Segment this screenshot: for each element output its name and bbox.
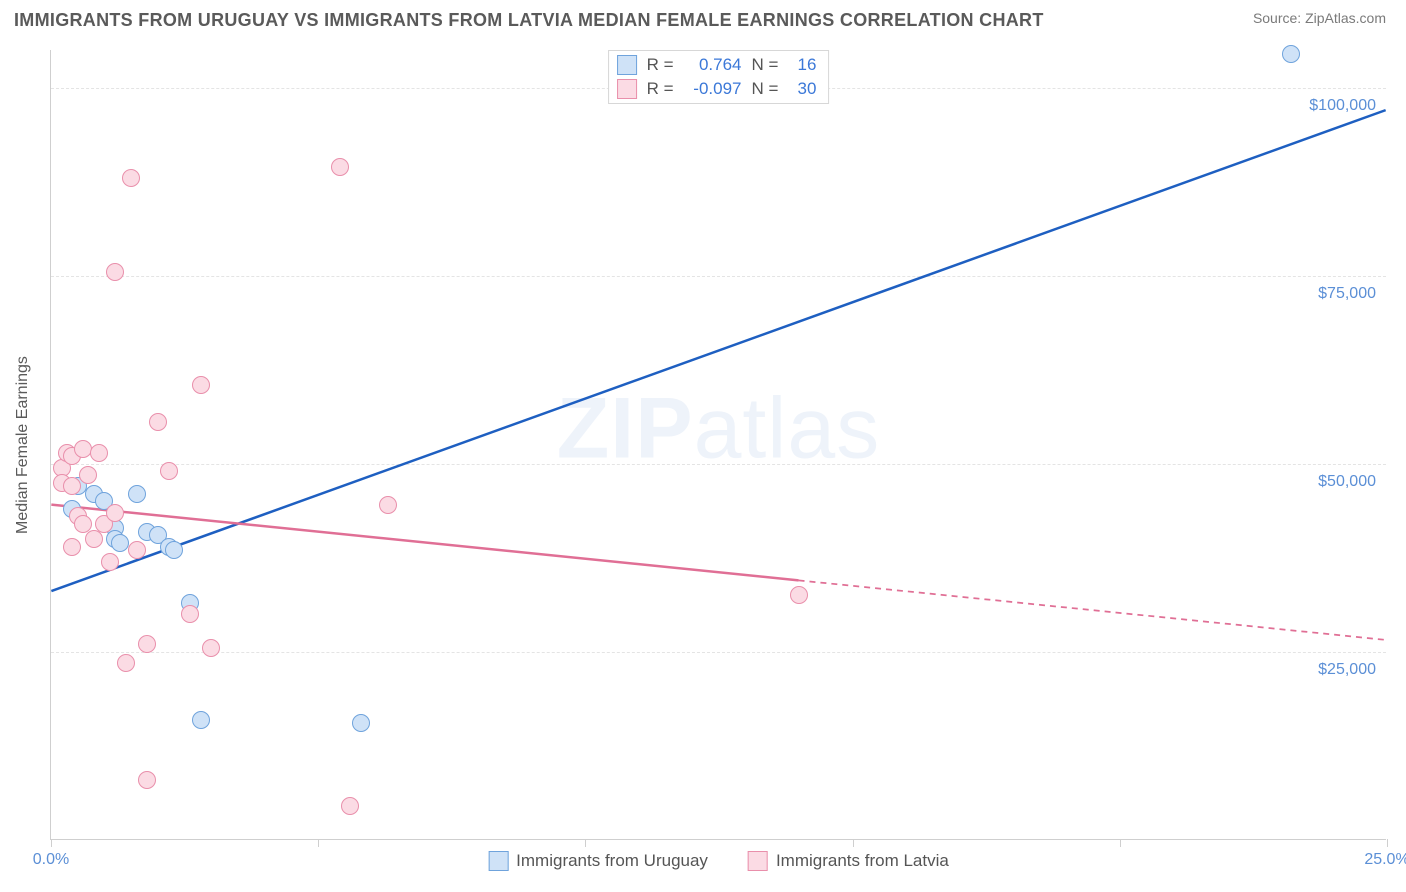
- data-point-latvia: [128, 541, 146, 559]
- data-point-latvia: [101, 553, 119, 571]
- r-value: 0.764: [684, 53, 742, 77]
- y-tick-label: $25,000: [1318, 661, 1376, 679]
- n-label: N =: [752, 77, 779, 101]
- data-point-latvia: [122, 169, 140, 187]
- data-point-latvia: [63, 538, 81, 556]
- x-tick-label: 0.0%: [33, 851, 69, 869]
- data-point-latvia: [63, 477, 81, 495]
- regression-line-extrapolated-latvia: [799, 580, 1386, 640]
- data-point-latvia: [106, 504, 124, 522]
- legend-label: Immigrants from Latvia: [776, 851, 949, 871]
- chart-title: IMMIGRANTS FROM URUGUAY VS IMMIGRANTS FR…: [14, 10, 1044, 31]
- data-point-latvia: [138, 771, 156, 789]
- data-point-uruguay: [165, 541, 183, 559]
- n-value: 16: [788, 53, 816, 77]
- data-point-latvia: [149, 413, 167, 431]
- n-label: N =: [752, 53, 779, 77]
- y-axis-label: Median Female Earnings: [14, 356, 32, 534]
- data-point-latvia: [379, 496, 397, 514]
- data-point-uruguay: [1282, 45, 1300, 63]
- data-point-latvia: [160, 462, 178, 480]
- x-tick: [1387, 839, 1388, 847]
- series-legend: Immigrants from Uruguay Immigrants from …: [488, 851, 949, 871]
- legend-row-uruguay: R = 0.764 N = 16: [617, 53, 817, 77]
- x-tick: [853, 839, 854, 847]
- gridline: [51, 276, 1386, 277]
- regression-line-uruguay: [51, 110, 1385, 591]
- swatch-icon: [617, 55, 637, 75]
- data-point-latvia: [341, 797, 359, 815]
- x-tick: [51, 839, 52, 847]
- legend-row-latvia: R = -0.097 N = 30: [617, 77, 817, 101]
- data-point-latvia: [331, 158, 349, 176]
- n-value: 30: [788, 77, 816, 101]
- data-point-latvia: [117, 654, 135, 672]
- data-point-latvia: [85, 530, 103, 548]
- data-point-uruguay: [192, 711, 210, 729]
- legend-item-uruguay: Immigrants from Uruguay: [488, 851, 708, 871]
- data-point-latvia: [79, 466, 97, 484]
- x-tick: [1120, 839, 1121, 847]
- gridline: [51, 652, 1386, 653]
- data-point-latvia: [192, 376, 210, 394]
- data-point-latvia: [138, 635, 156, 653]
- data-point-latvia: [90, 444, 108, 462]
- data-point-latvia: [106, 263, 124, 281]
- y-tick-label: $75,000: [1318, 285, 1376, 303]
- swatch-icon: [617, 79, 637, 99]
- r-label: R =: [647, 53, 674, 77]
- data-point-uruguay: [128, 485, 146, 503]
- y-tick-label: $50,000: [1318, 473, 1376, 491]
- r-value: -0.097: [684, 77, 742, 101]
- regression-lines: [51, 50, 1386, 839]
- data-point-latvia: [74, 440, 92, 458]
- x-tick: [585, 839, 586, 847]
- data-point-latvia: [181, 605, 199, 623]
- r-label: R =: [647, 77, 674, 101]
- legend-label: Immigrants from Uruguay: [516, 851, 708, 871]
- swatch-icon: [748, 851, 768, 871]
- swatch-icon: [488, 851, 508, 871]
- correlation-legend: R = 0.764 N = 16 R = -0.097 N = 30: [608, 50, 830, 104]
- data-point-latvia: [790, 586, 808, 604]
- chart-plot-area: ZIPatlas Median Female Earnings $25,000$…: [50, 50, 1386, 840]
- y-tick-label: $100,000: [1309, 97, 1376, 115]
- legend-item-latvia: Immigrants from Latvia: [748, 851, 949, 871]
- source-attribution: Source: ZipAtlas.com: [1253, 10, 1386, 26]
- x-tick: [318, 839, 319, 847]
- gridline: [51, 464, 1386, 465]
- data-point-latvia: [202, 639, 220, 657]
- data-point-uruguay: [352, 714, 370, 732]
- x-tick-label: 25.0%: [1364, 851, 1406, 869]
